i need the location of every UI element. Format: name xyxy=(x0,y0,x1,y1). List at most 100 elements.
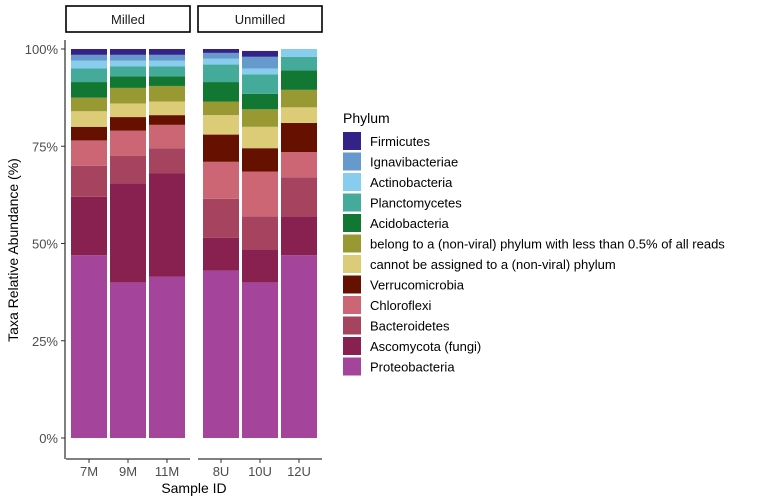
bar-segment-7M-verrucomicrobia xyxy=(71,126,107,141)
bar-segment-10U-chloroflexi xyxy=(242,171,278,217)
legend-swatch xyxy=(343,152,361,171)
legend-swatch xyxy=(343,132,361,150)
legend-label: Ascomycota (fungi) xyxy=(370,339,481,354)
bar-segment-11M-acidobacteria xyxy=(149,76,185,86)
bar-segment-8U-actinobacteria xyxy=(203,58,239,65)
legend-swatch xyxy=(343,357,361,376)
legend-swatch xyxy=(343,193,361,212)
bar-segment-7M-planctomycetes xyxy=(71,68,107,83)
bar-segment-11M-ignavibacteriae xyxy=(149,54,185,61)
bar-segment-7M-bacteroidetes xyxy=(71,165,107,197)
facet-panels: Milled 7M 9M 11M Unmilled 8U 10U 12U xyxy=(65,5,323,479)
legend-items: Firmicutes Ignavibacteriae Actinobacteria P… xyxy=(343,132,725,376)
bar-segment-8U-cannot-be-assigned-to-a-non-viral-phylum xyxy=(203,115,239,135)
bar-segment-8U-acidobacteria xyxy=(203,82,239,102)
legend-item: Ascomycota (fungi) xyxy=(343,337,481,355)
bar-9M xyxy=(110,49,146,438)
x-tick-label: 11M xyxy=(155,464,179,479)
legend-item: Acidobacteria xyxy=(343,214,450,232)
bar-segment-7M-actinobacteria xyxy=(71,60,107,69)
legend-label: Verrucomicrobia xyxy=(370,278,465,293)
bar-segment-9M-acidobacteria xyxy=(110,76,146,88)
legend-item: Verrucomicrobia xyxy=(343,275,465,294)
bar-segment-12U-cannot-be-assigned-to-a-non-viral-phylum xyxy=(281,107,317,123)
bar-segment-8U-firmicutes xyxy=(203,49,239,53)
legend-label: Proteobacteria xyxy=(370,360,455,375)
bar-segment-9M-chloroflexi xyxy=(110,130,146,156)
bar-segment-8U-proteobacteria xyxy=(203,270,239,438)
x-tick-label: 9M xyxy=(119,464,137,479)
bar-segment-9M-proteobacteria xyxy=(110,282,146,438)
bar-segment-10U-acidobacteria xyxy=(242,93,278,110)
bar-segment-10U-ignavibacteriae xyxy=(242,56,278,69)
bar-segment-11M-verrucomicrobia xyxy=(149,115,185,125)
bar-segment-8U-ignavibacteriae xyxy=(203,52,239,59)
legend-label: Actinobacteria xyxy=(370,175,453,190)
legend-label: Firmicutes xyxy=(370,134,430,149)
bar-segment-10U-firmicutes xyxy=(242,50,278,57)
legend: Phylum Firmicutes Ignavibacteriae Actinoba… xyxy=(343,110,725,376)
bar-segment-11M-cannot-be-assigned-to-a-non-viral-phylum xyxy=(149,101,185,116)
legend-item: Actinobacteria xyxy=(343,173,453,191)
legend-swatch xyxy=(343,337,361,355)
legend-swatch xyxy=(343,214,361,232)
bar-segment-11M-chloroflexi xyxy=(149,124,185,149)
bar-segment-7M-chloroflexi xyxy=(71,140,107,166)
bar-7M xyxy=(71,49,107,438)
x-tick-label: 7M xyxy=(80,464,98,479)
bar-segment-12U-acidobacteria xyxy=(281,70,317,90)
bar-12U xyxy=(281,49,317,438)
bar-segment-10U-verrucomicrobia xyxy=(242,148,278,172)
y-axis-title: Taxa Relative Abundance (%) xyxy=(5,158,21,342)
bar-segment-12U-proteobacteria xyxy=(281,255,317,438)
bar-segment-7M-firmicutes xyxy=(71,49,107,55)
legend-item: cannot be assigned to a (non-viral) phyl… xyxy=(343,255,616,273)
legend-label: Bacteroidetes xyxy=(370,319,450,334)
bar-segment-12U-verrucomicrobia xyxy=(281,122,317,153)
legend-label: Acidobacteria xyxy=(370,216,450,231)
bar-8U xyxy=(203,49,239,438)
bar-segment-8U-belong-to-a-non-viral-phylum-with-less-than-0-5-of-all-reads xyxy=(203,101,239,116)
bar-segment-10U-proteobacteria xyxy=(242,282,278,438)
x-tick-label: 10U xyxy=(248,464,272,479)
legend-label: Ignavibacteriae xyxy=(370,155,458,170)
legend-title: Phylum xyxy=(343,110,390,126)
bar-segment-11M-firmicutes xyxy=(149,49,185,55)
bar-segment-9M-planctomycetes xyxy=(110,66,146,77)
facet-panel-unmilled: Unmilled 8U 10U 12U xyxy=(197,5,323,479)
bar-segment-7M-ignavibacteriae xyxy=(71,54,107,61)
bar-segment-11M-planctomycetes xyxy=(149,66,185,77)
bar-segment-12U-belong-to-a-non-viral-phylum-with-less-than-0-5-of-all-reads xyxy=(281,89,317,108)
bar-segment-7M-proteobacteria xyxy=(71,255,107,438)
bar-segment-10U-actinobacteria xyxy=(242,68,278,75)
legend-swatch xyxy=(343,296,361,314)
bar-segment-9M-bacteroidetes xyxy=(110,155,146,184)
x-tick-label: 12U xyxy=(287,464,311,479)
y-tick-label: 50% xyxy=(32,237,58,252)
legend-item: Ignavibacteriae xyxy=(343,152,458,171)
x-axis-title: Sample ID xyxy=(161,480,226,496)
x-tick-label: 8U xyxy=(213,464,230,479)
facet-strip-label: Milled xyxy=(111,12,145,27)
legend-label: cannot be assigned to a (non-viral) phyl… xyxy=(370,257,616,272)
legend-item: Proteobacteria xyxy=(343,357,455,376)
legend-swatch xyxy=(343,234,361,253)
bar-11M xyxy=(149,49,185,438)
bar-segment-7M-ascomycota-fungi- xyxy=(71,196,107,256)
y-tick-label: 75% xyxy=(32,139,58,154)
legend-item: Chloroflexi xyxy=(343,296,432,314)
facet-panel-milled: Milled 7M 9M 11M xyxy=(65,5,191,479)
bar-segment-12U-actinobacteria xyxy=(281,49,317,57)
y-tick-label: 25% xyxy=(32,334,58,349)
legend-label: Chloroflexi xyxy=(370,298,432,313)
bar-segment-10U-belong-to-a-non-viral-phylum-with-less-than-0-5-of-all-reads xyxy=(242,109,278,127)
bar-segment-10U-bacteroidetes xyxy=(242,216,278,250)
facet-strip xyxy=(197,5,323,33)
bar-10U xyxy=(242,50,278,438)
bar-segment-12U-bacteroidetes xyxy=(281,177,317,217)
bar-segment-8U-planctomycetes xyxy=(203,64,239,83)
bar-segment-7M-cannot-be-assigned-to-a-non-viral-phylum xyxy=(71,111,107,127)
bar-segment-11M-ascomycota-fungi- xyxy=(149,173,185,277)
legend-label: belong to a (non-viral) phylum with less… xyxy=(370,237,725,252)
legend-item: Planctomycetes xyxy=(343,193,462,212)
